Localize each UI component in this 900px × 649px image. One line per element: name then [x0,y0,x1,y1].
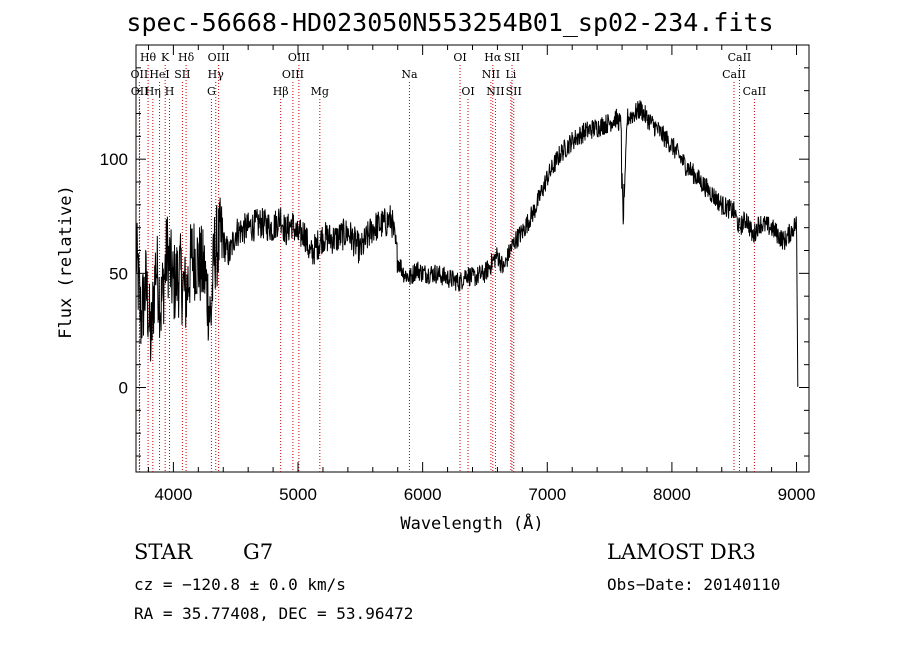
obs-date: Obs−Date: 20140110 [607,575,781,594]
line-marker-label: SII [506,85,522,98]
coordinates: RA = 35.77408, DEC = 53.96472 [134,604,414,623]
x-tick-label: 5000 [279,485,317,504]
line-marker-label: NII [482,68,500,81]
axis-tick-labels: 4000 5000 6000 7000 8000 9000 0 50 100 [100,150,816,504]
x-tick-label: 4000 [154,485,192,504]
line-marker-label: SII [174,68,190,81]
line-marker-label: Hδ [178,51,195,64]
flux-line [135,100,799,387]
x-tick-label: 6000 [404,485,442,504]
object-subclass: G7 [243,540,274,564]
line-marker-label: Na [401,68,418,81]
survey-name: LAMOST DR3 [607,540,756,564]
line-marker-label: OIII [282,68,304,81]
redshift-readout: cz = −120.8 ± 0.0 km/s [134,575,346,594]
line-marker-label: OII [131,68,149,81]
x-tick-label: 9000 [778,485,816,504]
line-marker-label: Hθ [140,51,157,64]
x-tick-label: 7000 [528,485,566,504]
line-marker-label: OI [461,85,474,98]
line-marker-label: OI [453,51,466,64]
line-marker-label: HeI [149,68,169,81]
line-marker-label: Li [505,68,516,81]
line-marker-label: H [165,85,175,98]
y-tick-label: 0 [119,379,128,398]
x-axis-label: Wavelength (Å) [400,512,543,534]
line-marker-label: OII [131,85,149,98]
line-marker-label: Hγ [208,68,225,81]
line-marker-label: Mg [311,85,329,98]
line-marker-label: K [161,51,170,64]
y-axis-label: Flux (relative) [56,185,76,339]
plot-frame [135,44,810,473]
chart-title: spec-56668-HD023050N553254B01_sp02-234.f… [126,8,774,37]
y-tick-label: 100 [100,150,128,169]
line-marker-label: Hα [484,51,502,64]
line-marker-label: Hη [145,85,161,98]
y-tick-label: 50 [109,264,128,283]
line-marker-label: SII [504,51,520,64]
emission-line-labels: Hθ OII OII K HeI Hη Hδ SII H OIII Hγ G OIII OIII Hβ Mg N… [131,51,767,98]
x-tick-label: 8000 [653,485,691,504]
axis-ticks [136,45,809,472]
object-class: STAR [134,540,193,564]
emission-line-markers [138,65,755,472]
line-marker-label: Hβ [273,85,289,98]
line-marker-label: CaII [722,68,746,81]
line-marker-label: CaII [728,51,752,64]
line-marker-label: CaII [743,85,767,98]
line-marker-label: NII [486,85,504,98]
line-marker-label: OIII [208,51,230,64]
line-marker-label: OIII [288,51,310,64]
line-marker-label: G [207,85,216,98]
